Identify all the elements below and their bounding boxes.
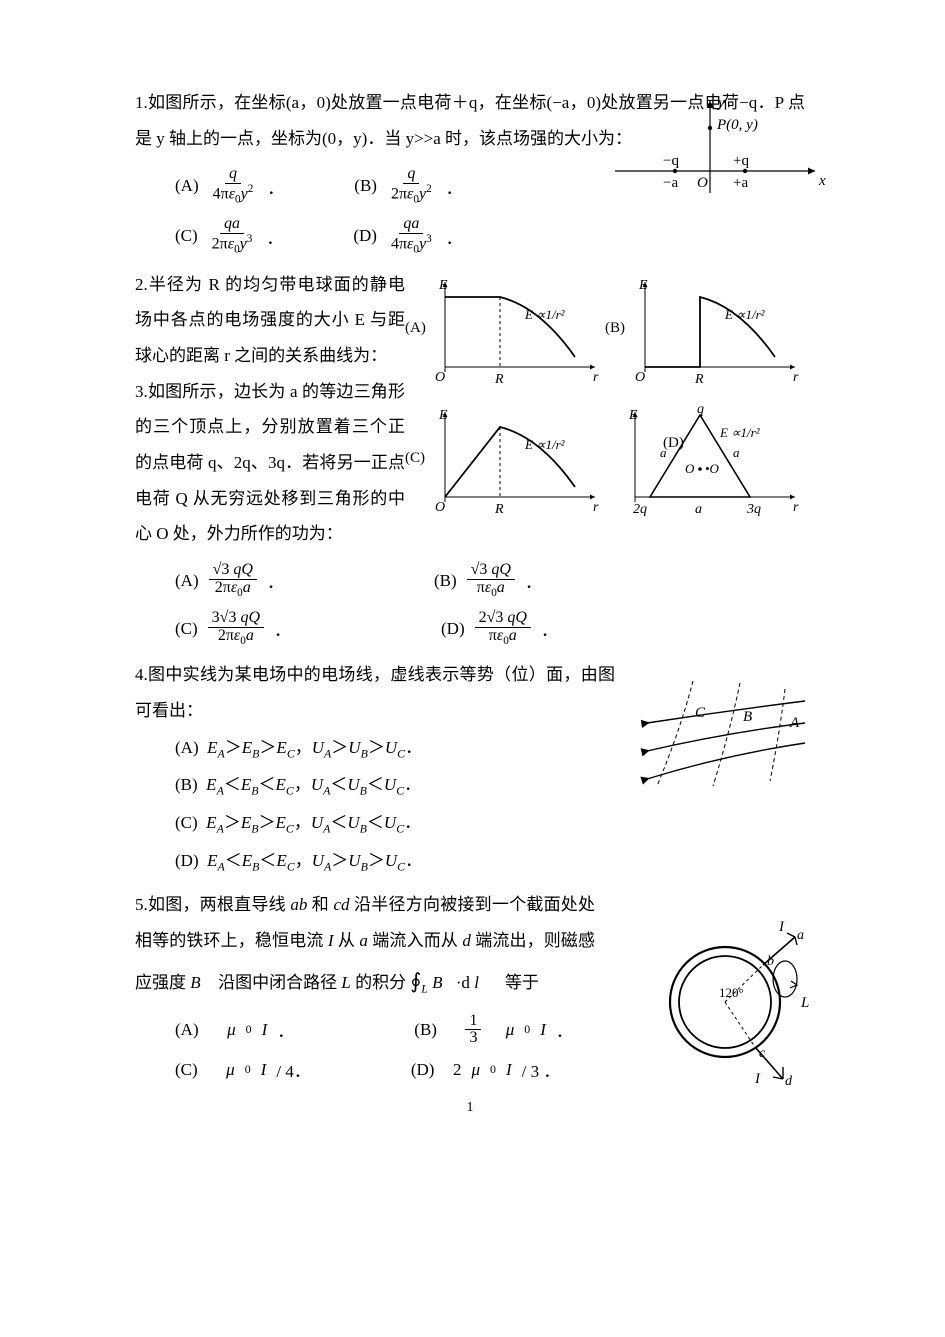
q1-opt-c: (C) qa2πε0y3 ．: [175, 216, 283, 256]
svg-text:a: a: [797, 928, 804, 943]
svg-text:r: r: [593, 370, 599, 385]
q1-number: 1.: [135, 93, 148, 112]
q3-options: (A) √3 qQ2πε0a ． (B) √3 qQπε0a ． (C) 3√3…: [175, 562, 805, 647]
svg-text:r: r: [593, 500, 599, 515]
q3-opt-c: (C) 3√3 qQ2πε0a ．: [175, 610, 291, 648]
svg-text:B: B: [743, 709, 752, 725]
q4-figure: A B C: [635, 681, 825, 796]
svg-text:E ∝1/r²: E ∝1/r²: [724, 307, 766, 322]
page: 1.如图所示，在坐标(a，0)处放置一点电荷＋q，在坐标(−a，0)处放置另一点…: [0, 0, 945, 1156]
svg-text:b: b: [767, 954, 774, 969]
svg-text:E: E: [438, 278, 448, 293]
q5-number: 5.: [135, 895, 148, 914]
q2-figures: E (A) E ∝1/r² O R r E (B): [405, 267, 805, 553]
svg-text:E: E: [628, 408, 638, 423]
svg-text:O: O: [635, 370, 645, 385]
svg-text:A: A: [789, 715, 800, 731]
q4-opt-d: (D) EA＜EB＜EC，UA＞UB＞UC．: [175, 842, 805, 880]
svg-text:E: E: [438, 408, 448, 423]
y-axis-label: y: [716, 95, 725, 111]
svg-text:E: E: [638, 278, 648, 293]
svg-text:R: R: [694, 372, 704, 387]
svg-text:d: d: [785, 1074, 793, 1087]
q5-opt-b: (B) 13 μ0I ．: [414, 1013, 573, 1048]
q1-opt-b: (B) q2πε0y2 ．: [354, 166, 462, 206]
q4-stem: 4.图中实线为某电场中的电场线，虚线表示等势（位）面，由图可看出：: [135, 657, 615, 728]
svg-text:R: R: [494, 502, 504, 517]
svg-text:E ∝1/r²: E ∝1/r²: [719, 425, 761, 440]
svg-text:L: L: [800, 995, 809, 1011]
q5-stem: 5.如图，两根直导线 ab 和 cd 沿半径方向被接到一个截面处处相等的铁环上，…: [135, 887, 595, 1002]
field-lines-svg: A B C: [635, 681, 825, 791]
svg-text:I: I: [754, 1071, 761, 1087]
q3-stem: 3.如图所示，边长为 a 的等边三角形的三个顶点上，分别放置着三个正的点电荷 q…: [135, 374, 405, 552]
svg-text:c: c: [759, 1046, 766, 1061]
svg-text:q: q: [697, 402, 704, 417]
q5-opt-d: (D) 2μ0I / 3 ．: [411, 1057, 561, 1082]
svg-text:O: O: [685, 461, 695, 476]
svg-text:120°: 120°: [719, 985, 744, 1000]
origin: O: [697, 175, 708, 191]
q4-opt-c: (C) EA＞EB＞EC，UA＜UB＜UC．: [175, 804, 805, 842]
q3-opt-d: (D) 2√3 qQπε0a ．: [441, 610, 558, 648]
question-4: 4.图中实线为某电场中的电场线，虚线表示等势（位）面，由图可看出： A B C: [135, 657, 805, 879]
svg-text:R: R: [494, 372, 504, 387]
svg-text:•O: •O: [705, 461, 720, 476]
q5-opt-c: (C) μ0I / 4．: [175, 1057, 311, 1082]
svg-text:O: O: [435, 500, 445, 515]
svg-text:O: O: [435, 370, 445, 385]
svg-text:C: C: [695, 705, 706, 721]
svg-text:(A): (A): [405, 320, 426, 336]
q2-stem: 2.半径为 R 的均匀带电球面的静电场中各点的电场强度的大小 E 与距球心的距离…: [135, 267, 405, 374]
question-2-3-block: 2.半径为 R 的均匀带电球面的静电场中各点的电场强度的大小 E 与距球心的距离…: [135, 267, 805, 648]
q4-stem-text: 图中实线为某电场中的电场线，虚线表示等势（位）面，由图可看出：: [135, 665, 615, 720]
q3-number: 3.: [135, 382, 148, 401]
question-1: 1.如图所示，在坐标(a，0)处放置一点电荷＋q，在坐标(−a，0)处放置另一点…: [135, 85, 805, 257]
question-5: 5.如图，两根直导线 ab 和 cd 沿半径方向被接到一个截面处处相等的铁环上，…: [135, 887, 805, 1082]
q2-stem-text: 半径为 R 的均匀带电球面的静电场中各点的电场强度的大小 E 与距球心的距离 r…: [135, 275, 405, 365]
svg-text:E ∝1/r²: E ∝1/r²: [524, 437, 566, 452]
q5-opt-a: (A) μ0I ．: [175, 1017, 294, 1042]
x-axis-label: x: [818, 173, 826, 189]
page-number: 1: [135, 1100, 805, 1116]
ring-svg: 120° a b c d I I L: [645, 917, 825, 1087]
q1-figure: y x P(0, y) −q +q −a +a O: [605, 93, 835, 208]
q2-number: 2.: [135, 275, 148, 294]
neg-q: −q: [663, 153, 679, 169]
svg-text:(C): (C): [405, 450, 425, 466]
neg-a: −a: [663, 175, 678, 191]
q2-graphs-svg: E (A) E ∝1/r² O R r E (B): [405, 267, 805, 527]
svg-text:a: a: [695, 502, 702, 517]
q1-opt-a: (A) q4πε0y2 ．: [175, 166, 284, 206]
q5-figure: 120° a b c d I I L: [645, 917, 825, 1092]
svg-text:a: a: [660, 445, 667, 460]
q3-stem-text: 如图所示，边长为 a 的等边三角形的三个顶点上，分别放置着三个正的点电荷 q、2…: [135, 382, 405, 544]
q3-opt-b: (B) √3 qQπε0a ．: [434, 562, 542, 600]
svg-text:3q: 3q: [746, 502, 761, 517]
q4-number: 4.: [135, 665, 148, 684]
svg-text:I: I: [778, 919, 785, 935]
svg-text:2q: 2q: [633, 502, 647, 517]
q1-opt-d: (D) qa4πε0y3 ．: [353, 216, 462, 256]
svg-text:r: r: [793, 370, 799, 385]
q3-opt-a: (A) √3 qQ2πε0a ．: [175, 562, 284, 600]
svg-text:a: a: [733, 445, 740, 460]
svg-text:r: r: [793, 500, 799, 515]
svg-text:(B): (B): [605, 320, 625, 336]
pos-q: +q: [733, 153, 749, 169]
coord-svg: y x P(0, y) −q +q −a +a O: [605, 93, 835, 203]
p-label: P(0, y): [716, 117, 758, 133]
pos-a: +a: [733, 175, 748, 191]
svg-text:E ∝1/r²: E ∝1/r²: [524, 307, 566, 322]
